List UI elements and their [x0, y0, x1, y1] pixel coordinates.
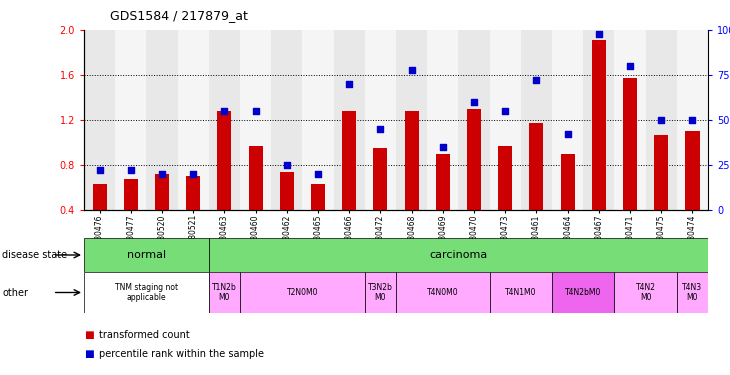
- Bar: [583, 30, 615, 210]
- Text: TNM staging not
applicable: TNM staging not applicable: [115, 283, 178, 302]
- Text: normal: normal: [127, 250, 166, 260]
- Bar: [427, 30, 458, 210]
- Point: [593, 31, 604, 37]
- Text: ■: ■: [84, 330, 93, 340]
- Point: [499, 108, 511, 114]
- Bar: [404, 111, 418, 210]
- Bar: [685, 131, 699, 210]
- Bar: [249, 146, 263, 210]
- Bar: [490, 272, 552, 313]
- Bar: [677, 272, 708, 313]
- Text: carcinoma: carcinoma: [429, 250, 488, 260]
- Bar: [623, 78, 637, 210]
- Bar: [115, 30, 146, 210]
- Point: [312, 171, 324, 177]
- Bar: [374, 148, 388, 210]
- Bar: [521, 30, 552, 210]
- Bar: [124, 178, 138, 210]
- Bar: [561, 154, 575, 210]
- Text: disease state: disease state: [2, 250, 67, 260]
- Bar: [467, 109, 481, 210]
- Bar: [209, 238, 708, 272]
- Text: T4N0M0: T4N0M0: [427, 288, 458, 297]
- Point: [406, 67, 418, 73]
- Bar: [552, 272, 615, 313]
- Bar: [490, 30, 521, 210]
- Text: T2N0M0: T2N0M0: [287, 288, 318, 297]
- Bar: [677, 30, 708, 210]
- Text: other: other: [2, 288, 28, 297]
- Bar: [396, 272, 490, 313]
- Point: [218, 108, 230, 114]
- Bar: [155, 174, 169, 210]
- Text: percentile rank within the sample: percentile rank within the sample: [99, 349, 264, 359]
- Bar: [499, 146, 512, 210]
- Bar: [529, 123, 543, 210]
- Bar: [302, 30, 334, 210]
- Point: [188, 171, 199, 177]
- Bar: [592, 40, 606, 210]
- Bar: [552, 30, 583, 210]
- Point: [468, 99, 480, 105]
- Bar: [84, 272, 209, 313]
- Point: [656, 117, 667, 123]
- Bar: [365, 272, 396, 313]
- Point: [531, 77, 542, 83]
- Bar: [458, 30, 490, 210]
- Text: T4N2bM0: T4N2bM0: [565, 288, 602, 297]
- Point: [437, 144, 449, 150]
- Text: T3N2b
M0: T3N2b M0: [368, 283, 393, 302]
- Bar: [209, 272, 240, 313]
- Bar: [436, 154, 450, 210]
- Text: transformed count: transformed count: [99, 330, 189, 340]
- Bar: [615, 272, 677, 313]
- Point: [687, 117, 699, 123]
- Bar: [146, 30, 177, 210]
- Bar: [272, 30, 302, 210]
- Bar: [84, 238, 209, 272]
- Point: [250, 108, 261, 114]
- Bar: [342, 111, 356, 210]
- Text: ■: ■: [84, 349, 93, 359]
- Bar: [365, 30, 396, 210]
- Bar: [177, 30, 209, 210]
- Bar: [93, 184, 107, 210]
- Point: [125, 167, 137, 173]
- Bar: [654, 135, 668, 210]
- Bar: [209, 30, 240, 210]
- Point: [281, 162, 293, 168]
- Bar: [186, 176, 200, 210]
- Point: [343, 81, 355, 87]
- Point: [93, 167, 105, 173]
- Point: [624, 63, 636, 69]
- Bar: [334, 30, 365, 210]
- Point: [156, 171, 168, 177]
- Text: T4N1M0: T4N1M0: [505, 288, 537, 297]
- Bar: [280, 172, 293, 210]
- Bar: [396, 30, 427, 210]
- Text: T1N2b
M0: T1N2b M0: [212, 283, 237, 302]
- Bar: [240, 30, 272, 210]
- Text: GDS1584 / 217879_at: GDS1584 / 217879_at: [110, 9, 247, 22]
- Bar: [84, 30, 115, 210]
- Bar: [311, 184, 325, 210]
- Bar: [240, 272, 365, 313]
- Bar: [218, 111, 231, 210]
- Text: T4N2
M0: T4N2 M0: [636, 283, 656, 302]
- Bar: [615, 30, 646, 210]
- Text: T4N3
M0: T4N3 M0: [683, 283, 702, 302]
- Point: [374, 126, 386, 132]
- Point: [562, 131, 574, 137]
- Bar: [646, 30, 677, 210]
